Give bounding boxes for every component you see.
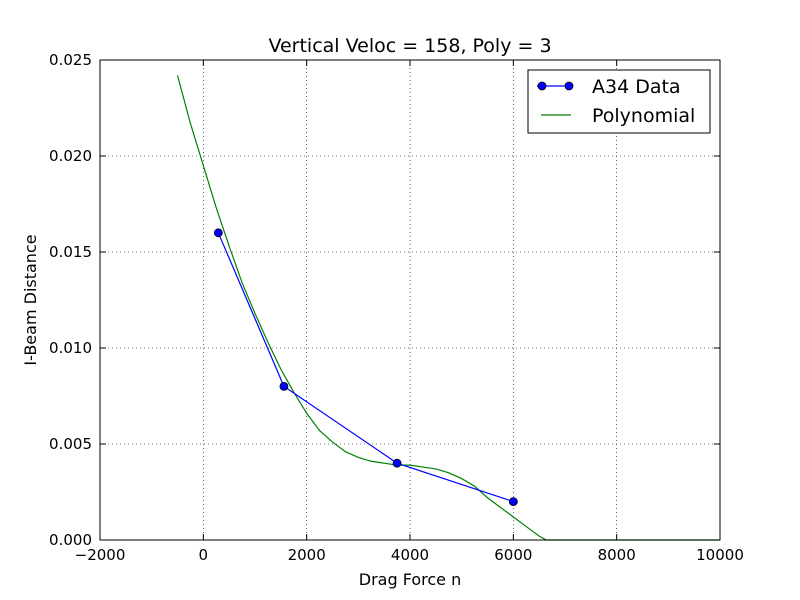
data-point-a34-data <box>508 497 518 507</box>
x-tick-label: 2000 <box>288 546 326 564</box>
x-tick-label: 10000 <box>696 546 744 564</box>
legend-box <box>527 69 711 134</box>
y-tick-label: 0.025 <box>49 51 92 69</box>
y-tick-label: 0.005 <box>49 435 92 453</box>
ticks: −2000 0 2000 4000 6000 8000 10000 0.000 0.005 0.0… <box>49 51 744 564</box>
x-tick-label: 4000 <box>391 546 429 564</box>
grid <box>100 60 720 540</box>
x-tick-label: 0 <box>199 546 209 564</box>
chart-title: Vertical Veloc = 158, Poly = 3 <box>268 35 551 57</box>
data-point-a34-data <box>279 381 289 391</box>
legend-marker-a34 <box>537 81 547 91</box>
x-tick-label: 6000 <box>494 546 532 564</box>
series-line-polynomial <box>176 75 720 541</box>
data-point-a34-data <box>213 228 223 238</box>
data-point-a34-data <box>392 458 402 468</box>
y-axis-label: I-Beam Distance <box>21 234 40 365</box>
x-tick-label: 8000 <box>598 546 636 564</box>
legend-marker-a34 <box>564 81 574 91</box>
legend-label-a34: A34 Data <box>592 76 681 98</box>
plot-area <box>176 75 720 541</box>
series-line-a34-data <box>217 232 514 503</box>
legend: A34 Data Polynomial <box>527 69 711 134</box>
y-tick-label: 0.020 <box>49 147 92 165</box>
y-tick-label: 0.015 <box>49 243 92 261</box>
y-tick-label: 0.000 <box>49 531 92 549</box>
x-axis-label: Drag Force n <box>359 570 461 589</box>
y-tick-label: 0.010 <box>49 339 92 357</box>
x-tick-label: −2000 <box>75 546 126 564</box>
legend-label-polynomial: Polynomial <box>592 105 695 127</box>
